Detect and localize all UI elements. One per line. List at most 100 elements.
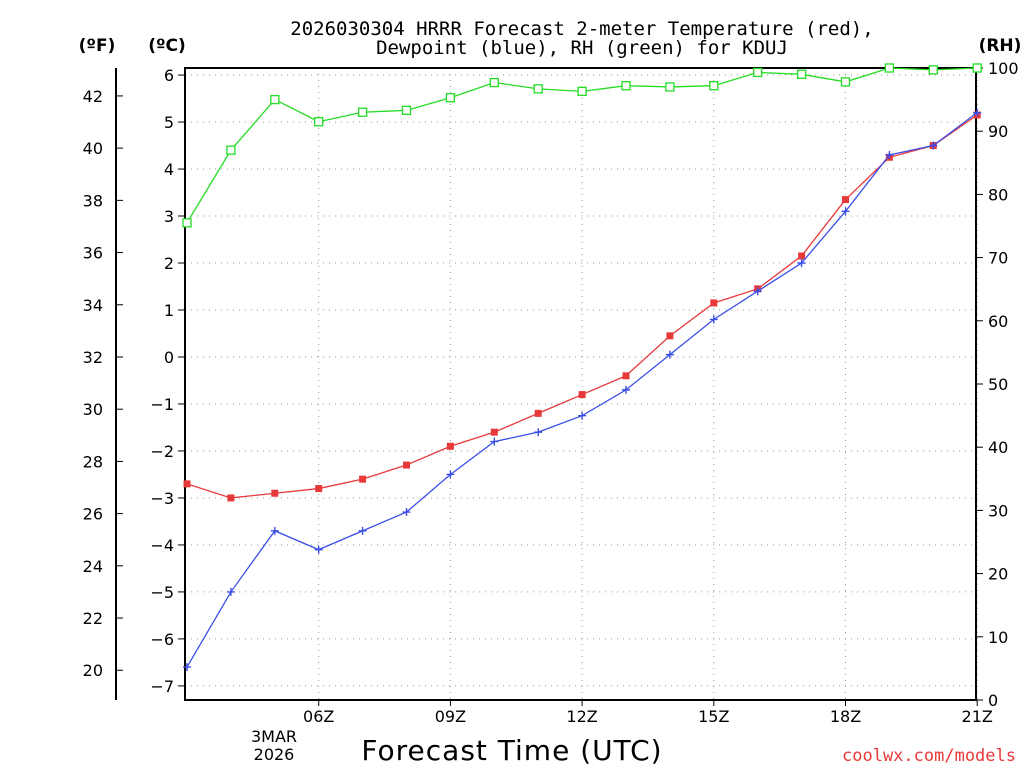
dewpoint-point bbox=[490, 437, 499, 446]
rh-point bbox=[357, 107, 368, 117]
rh-point bbox=[884, 63, 895, 73]
rh-tick-label: 10 bbox=[988, 628, 1008, 647]
temperature-point bbox=[403, 461, 410, 469]
celsius-tick-label: −3 bbox=[150, 489, 174, 508]
dewpoint-point bbox=[183, 663, 191, 672]
rh-point bbox=[709, 81, 719, 91]
rh-point bbox=[796, 69, 807, 79]
celsius-tick-label: 5 bbox=[164, 113, 174, 132]
dewpoint-series bbox=[183, 108, 982, 672]
temperature-point bbox=[710, 299, 718, 307]
time-tick-label: 15Z bbox=[698, 707, 729, 726]
fahrenheit-tick-label: 34 bbox=[83, 296, 103, 315]
dewpoint-point bbox=[885, 150, 894, 159]
dewpoint-point bbox=[841, 207, 850, 216]
dewpoint-point bbox=[753, 287, 762, 296]
dewpoint-point bbox=[314, 545, 323, 554]
dewpoint-point bbox=[929, 141, 938, 150]
celsius-tick-label: −4 bbox=[150, 536, 174, 555]
fahrenheit-tick-label: 30 bbox=[83, 400, 103, 419]
celsius-axis: 6 5 4 3 2 1 0 −1 −2 −3 −4 −5 −6 −7 bbox=[150, 66, 185, 696]
dewpoint-point bbox=[402, 508, 411, 517]
rh-point bbox=[270, 94, 280, 105]
rh-point bbox=[665, 82, 675, 92]
temperature-point bbox=[578, 391, 586, 399]
time-axis: 06Z 09Z 12Z 15Z 18Z 21Z bbox=[303, 700, 993, 726]
rh-point bbox=[577, 86, 587, 97]
fahrenheit-tick-label: 42 bbox=[83, 87, 103, 106]
fahrenheit-tick-label: 28 bbox=[83, 452, 103, 471]
rh-tick-label: 0 bbox=[988, 691, 998, 710]
x-axis-label: Forecast Time (UTC) bbox=[361, 734, 662, 767]
temperature-point bbox=[271, 489, 279, 497]
rh-point bbox=[972, 63, 982, 73]
time-tick-label: 21Z bbox=[962, 707, 993, 726]
rh-tick-label: 70 bbox=[988, 249, 1008, 268]
fahrenheit-axis-unit: (ºF) bbox=[79, 36, 116, 56]
fahrenheit-tick-label: 22 bbox=[83, 609, 103, 628]
dewpoint-point bbox=[973, 108, 982, 117]
dewpoint-point bbox=[797, 259, 806, 268]
fahrenheit-axis: 42 40 38 36 34 32 30 28 26 24 22 20 bbox=[83, 87, 123, 680]
credit-text: coolwx.com/models bbox=[842, 746, 1016, 766]
dewpoint-point bbox=[358, 526, 367, 535]
celsius-tick-label: −2 bbox=[150, 442, 174, 461]
rh-point bbox=[314, 117, 324, 127]
time-tick-label: 06Z bbox=[303, 707, 334, 726]
rh-tick-label: 60 bbox=[988, 312, 1008, 331]
dewpoint-point bbox=[534, 428, 543, 437]
temperature-point bbox=[842, 196, 849, 204]
temperature-point bbox=[798, 252, 806, 260]
dewpoint-point bbox=[578, 411, 587, 420]
rh-point bbox=[226, 145, 236, 155]
series-layer bbox=[182, 63, 982, 672]
celsius-tick-label: −6 bbox=[150, 630, 174, 649]
temperature-point bbox=[534, 409, 542, 417]
rh-point bbox=[533, 84, 543, 94]
dewpoint-point bbox=[446, 470, 455, 479]
rh-point bbox=[182, 218, 192, 228]
rh-axis-unit: (RH) bbox=[979, 36, 1022, 56]
celsius-tick-label: −5 bbox=[150, 583, 174, 602]
temperature-point bbox=[446, 442, 454, 450]
rh-point bbox=[489, 77, 499, 88]
rh-point bbox=[753, 67, 763, 78]
celsius-tick-label: −7 bbox=[150, 677, 174, 696]
temperature-point bbox=[315, 485, 323, 493]
rh-point bbox=[445, 93, 456, 103]
rh-tick-label: 20 bbox=[988, 565, 1008, 584]
rh-point bbox=[621, 81, 631, 91]
temperature-point bbox=[359, 475, 367, 483]
dewpoint-point bbox=[226, 587, 235, 596]
temperature-point bbox=[183, 480, 191, 488]
fahrenheit-tick-label: 38 bbox=[83, 191, 103, 210]
temperature-point bbox=[622, 372, 630, 380]
rh-point bbox=[840, 77, 851, 87]
celsius-tick-label: 6 bbox=[164, 66, 174, 85]
rh-point bbox=[928, 65, 938, 75]
celsius-axis-unit: (ºC) bbox=[148, 36, 186, 56]
fahrenheit-tick-label: 40 bbox=[83, 139, 103, 158]
rh-tick-label: 40 bbox=[988, 438, 1008, 457]
fahrenheit-tick-label: 32 bbox=[83, 348, 103, 367]
temperature-point bbox=[666, 332, 674, 340]
temperature-point bbox=[227, 494, 235, 502]
dewpoint-point bbox=[709, 315, 718, 324]
celsius-tick-label: −1 bbox=[150, 395, 174, 414]
fahrenheit-tick-label: 36 bbox=[83, 244, 103, 263]
rh-tick-label: 30 bbox=[988, 501, 1008, 520]
dewpoint-point bbox=[622, 385, 630, 394]
time-tick-label: 18Z bbox=[830, 707, 861, 726]
celsius-tick-label: 4 bbox=[164, 160, 174, 179]
temperature-point bbox=[490, 428, 498, 436]
chart-title-line-2: Dewpoint (blue), RH (green) for KDUJ bbox=[376, 37, 788, 59]
fahrenheit-tick-label: 26 bbox=[83, 505, 103, 524]
time-tick-label: 12Z bbox=[566, 707, 597, 726]
rh-tick-label: 100 bbox=[988, 59, 1019, 78]
celsius-tick-label: 3 bbox=[164, 207, 174, 226]
dewpoint-point bbox=[665, 350, 674, 359]
rh-tick-label: 50 bbox=[988, 375, 1008, 394]
